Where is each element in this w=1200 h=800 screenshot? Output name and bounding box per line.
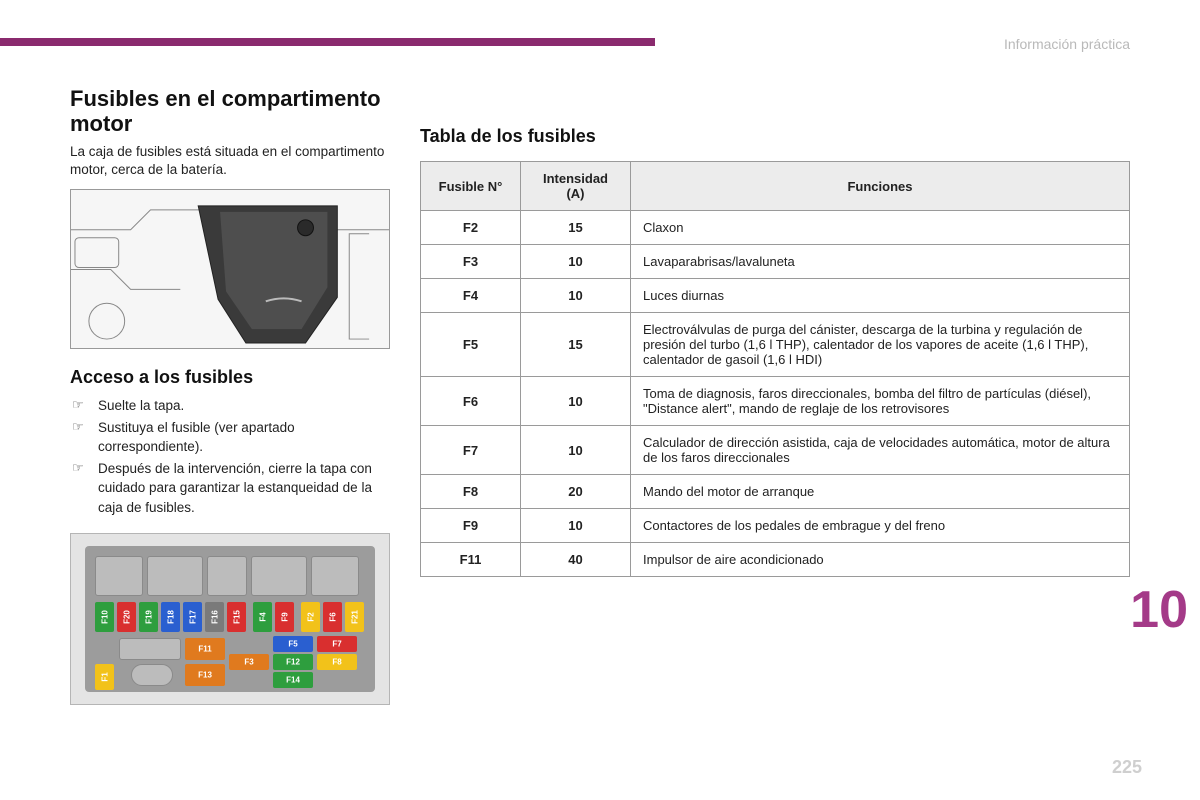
- cell-fuse-n: F6: [421, 377, 521, 426]
- cell-fuse-n: F4: [421, 279, 521, 313]
- cell-fuse-n: F9: [421, 509, 521, 543]
- table-header-row: Fusible N° Intensidad (A) Funciones: [421, 162, 1130, 211]
- cell-fuse-n: F11: [421, 543, 521, 577]
- intro-text: La caja de fusibles está situada en el c…: [70, 143, 390, 179]
- fuse-f4: F4: [253, 602, 272, 632]
- fuse-f3: F3: [229, 654, 269, 670]
- cell-function: Toma de diagnosis, faros direccionales, …: [631, 377, 1130, 426]
- fuse-f5: F5: [273, 636, 313, 652]
- right-column: Tabla de los fusibles Fusible N° Intensi…: [420, 126, 1130, 577]
- cell-intensity: 10: [521, 426, 631, 475]
- cell-intensity: 10: [521, 377, 631, 426]
- step-item: Después de la intervención, cierre la ta…: [70, 459, 390, 518]
- th-fuse-n: Fusible N°: [421, 162, 521, 211]
- fuse-f20: F20: [117, 602, 136, 632]
- fuse-f7: F7: [317, 636, 357, 652]
- cell-fuse-n: F8: [421, 475, 521, 509]
- fusebox-slot: [95, 556, 143, 596]
- table-row: F7 10 Calculador de dirección asistida, …: [421, 426, 1130, 475]
- table-row: F5 15 Electroválvulas de purga del cánis…: [421, 313, 1130, 377]
- fuse-f21: F21: [345, 602, 364, 632]
- table-row: F11 40 Impulsor de aire acondicionado: [421, 543, 1130, 577]
- cell-function: Calculador de dirección asistida, caja d…: [631, 426, 1130, 475]
- step-item: Sustituya el fusible (ver apartado corre…: [70, 418, 390, 457]
- fuse-f18: F18: [161, 602, 180, 632]
- fusebox-slot: [131, 664, 173, 686]
- table-row: F3 10 Lavaparabrisas/lavaluneta: [421, 245, 1130, 279]
- page-title: Fusibles en el compartimento motor: [70, 86, 390, 137]
- fuse-f9: F9: [275, 602, 294, 632]
- fuse-table: Fusible N° Intensidad (A) Funciones F2 1…: [420, 161, 1130, 577]
- cell-fuse-n: F7: [421, 426, 521, 475]
- cell-function: Lavaparabrisas/lavaluneta: [631, 245, 1130, 279]
- fuse-f19: F19: [139, 602, 158, 632]
- table-row: F9 10 Contactores de los pedales de embr…: [421, 509, 1130, 543]
- table-row: F8 20 Mando del motor de arranque: [421, 475, 1130, 509]
- access-steps-list: Suelte la tapa.Sustituya el fusible (ver…: [70, 396, 390, 517]
- cell-intensity: 10: [521, 279, 631, 313]
- header-accent-bar: [0, 38, 655, 46]
- fuse-f12: F12: [273, 654, 313, 670]
- fuse-f16: F16: [205, 602, 224, 632]
- fuse-f11: F11: [185, 638, 225, 660]
- fuse-f17: F17: [183, 602, 202, 632]
- cell-intensity: 15: [521, 313, 631, 377]
- cell-intensity: 10: [521, 509, 631, 543]
- fusebox-slot: [251, 556, 307, 596]
- cell-intensity: 10: [521, 245, 631, 279]
- cell-fuse-n: F2: [421, 211, 521, 245]
- cell-fuse-n: F5: [421, 313, 521, 377]
- fuse-f8: F8: [317, 654, 357, 670]
- fusebox-slot: [311, 556, 359, 596]
- th-intensity: Intensidad (A): [521, 162, 631, 211]
- left-column: Fusibles en el compartimento motor La ca…: [70, 86, 390, 705]
- fuse-f10: F10: [95, 602, 114, 632]
- table-row: F4 10 Luces diurnas: [421, 279, 1130, 313]
- chapter-number: 10: [1130, 580, 1188, 640]
- fuse-f2: F2: [301, 602, 320, 632]
- step-item: Suelte la tapa.: [70, 396, 390, 416]
- page-number: 225: [1112, 757, 1142, 778]
- fuse-f14: F14: [273, 672, 313, 688]
- table-title: Tabla de los fusibles: [420, 126, 1130, 147]
- cell-intensity: 15: [521, 211, 631, 245]
- fuse-f15: F15: [227, 602, 246, 632]
- fusebox-panel: F10F20F19F18F17F16F15F4F9F2F6F21F11F5F7F…: [85, 546, 375, 692]
- table-row: F6 10 Toma de diagnosis, faros direccion…: [421, 377, 1130, 426]
- th-functions: Funciones: [631, 162, 1130, 211]
- cell-function: Contactores de los pedales de embrague y…: [631, 509, 1130, 543]
- fuse-f13: F13: [185, 664, 225, 686]
- cell-function: Claxon: [631, 211, 1130, 245]
- fuse-f6: F6: [323, 602, 342, 632]
- fuse-f1: F1: [95, 664, 114, 690]
- cell-function: Electroválvulas de purga del cánister, d…: [631, 313, 1130, 377]
- cell-function: Impulsor de aire acondicionado: [631, 543, 1130, 577]
- access-heading: Acceso a los fusibles: [70, 367, 390, 388]
- cell-function: Mando del motor de arranque: [631, 475, 1130, 509]
- fusebox-slot: [207, 556, 247, 596]
- cell-function: Luces diurnas: [631, 279, 1130, 313]
- cell-intensity: 20: [521, 475, 631, 509]
- cell-fuse-n: F3: [421, 245, 521, 279]
- engine-bay-svg: [71, 190, 389, 349]
- fusebox-slot: [119, 638, 181, 660]
- table-row: F2 15 Claxon: [421, 211, 1130, 245]
- engine-bay-illustration: [70, 189, 390, 349]
- fusebox-slot: [147, 556, 203, 596]
- cell-intensity: 40: [521, 543, 631, 577]
- breadcrumb: Información práctica: [1004, 36, 1130, 52]
- fusebox-diagram: F10F20F19F18F17F16F15F4F9F2F6F21F11F5F7F…: [70, 533, 390, 705]
